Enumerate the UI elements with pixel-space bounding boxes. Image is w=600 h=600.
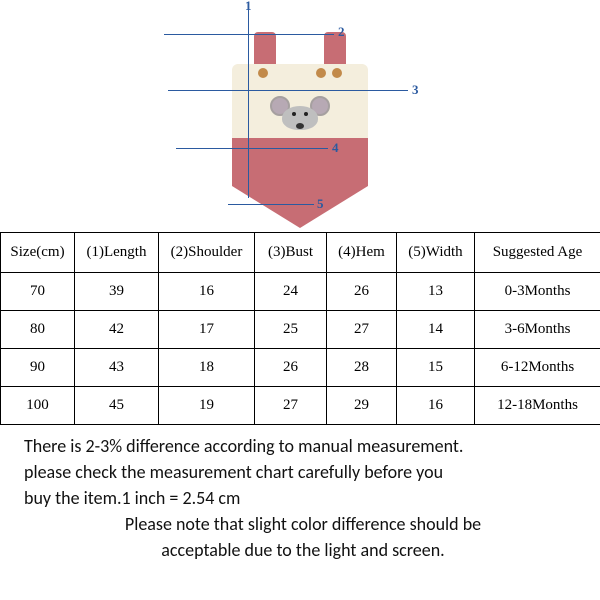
table-cell: 24 bbox=[255, 273, 327, 311]
table-cell: 15 bbox=[397, 349, 475, 387]
table-cell: 3-6Months bbox=[475, 311, 600, 349]
table-cell: 90 bbox=[1, 349, 75, 387]
measure-arrow-5 bbox=[228, 204, 314, 205]
table-cell: 16 bbox=[159, 273, 255, 311]
garment-button bbox=[258, 68, 268, 78]
garment-lower bbox=[232, 138, 368, 186]
note-line: Please note that slight color difference… bbox=[24, 511, 582, 537]
table-cell: 14 bbox=[397, 311, 475, 349]
table-cell: 28 bbox=[327, 349, 397, 387]
table-cell: 45 bbox=[75, 387, 159, 425]
mouse-nose-icon bbox=[296, 123, 304, 129]
measure-arrow-3 bbox=[168, 90, 408, 91]
table-header-row: Size(cm) (1)Length (2)Shoulder (3)Bust (… bbox=[1, 233, 600, 273]
table-cell: 18 bbox=[159, 349, 255, 387]
garment-illustration bbox=[220, 28, 380, 228]
measure-number-4: 4 bbox=[332, 140, 339, 156]
table-row: 8042172527143-6Months bbox=[1, 311, 600, 349]
col-bust: (3)Bust bbox=[255, 233, 327, 273]
col-width: (5)Width bbox=[397, 233, 475, 273]
note-line: There is 2-3% difference according to ma… bbox=[24, 433, 582, 459]
measure-number-2: 2 bbox=[338, 24, 345, 40]
table-cell: 29 bbox=[327, 387, 397, 425]
measure-arrow-1 bbox=[248, 8, 249, 198]
table-cell: 16 bbox=[397, 387, 475, 425]
measure-number-3: 3 bbox=[412, 82, 419, 98]
table-cell: 39 bbox=[75, 273, 159, 311]
table-cell: 6-12Months bbox=[475, 349, 600, 387]
table-cell: 27 bbox=[255, 387, 327, 425]
measurement-notes: There is 2-3% difference according to ma… bbox=[0, 425, 600, 573]
measure-number-5: 5 bbox=[317, 196, 324, 212]
table-row: 100451927291612-18Months bbox=[1, 387, 600, 425]
table-cell: 0-3Months bbox=[475, 273, 600, 311]
col-shoulder: (2)Shoulder bbox=[159, 233, 255, 273]
table-cell: 12-18Months bbox=[475, 387, 600, 425]
table-cell: 13 bbox=[397, 273, 475, 311]
table-cell: 26 bbox=[327, 273, 397, 311]
garment-bottom-triangle bbox=[232, 186, 368, 228]
table-cell: 25 bbox=[255, 311, 327, 349]
measure-arrow-4 bbox=[176, 148, 328, 149]
garment-button bbox=[316, 68, 326, 78]
table-cell: 100 bbox=[1, 387, 75, 425]
note-line: please check the measurement chart caref… bbox=[24, 459, 582, 485]
table-cell: 70 bbox=[1, 273, 75, 311]
table-cell: 43 bbox=[75, 349, 159, 387]
measure-number-1: 1 bbox=[245, 0, 252, 14]
col-size: Size(cm) bbox=[1, 233, 75, 273]
measurement-diagram: 1 2 3 4 5 bbox=[0, 0, 600, 232]
col-hem: (4)Hem bbox=[327, 233, 397, 273]
mouse-eye-icon bbox=[292, 112, 296, 116]
table-cell: 80 bbox=[1, 311, 75, 349]
table-cell: 26 bbox=[255, 349, 327, 387]
table-cell: 42 bbox=[75, 311, 159, 349]
table-cell: 19 bbox=[159, 387, 255, 425]
measure-arrow-2 bbox=[164, 34, 334, 35]
mouse-eye-icon bbox=[304, 112, 308, 116]
table-row: 9043182628156-12Months bbox=[1, 349, 600, 387]
garment-button bbox=[332, 68, 342, 78]
col-length: (1)Length bbox=[75, 233, 159, 273]
note-line: acceptable due to the light and screen. bbox=[24, 537, 582, 563]
note-line: buy the item.1 inch = 2.54 cm bbox=[24, 485, 582, 511]
table-cell: 17 bbox=[159, 311, 255, 349]
table-row: 7039162426130-3Months bbox=[1, 273, 600, 311]
col-suggested-age: Suggested Age bbox=[475, 233, 600, 273]
size-chart-table: Size(cm) (1)Length (2)Shoulder (3)Bust (… bbox=[0, 232, 600, 425]
table-cell: 27 bbox=[327, 311, 397, 349]
